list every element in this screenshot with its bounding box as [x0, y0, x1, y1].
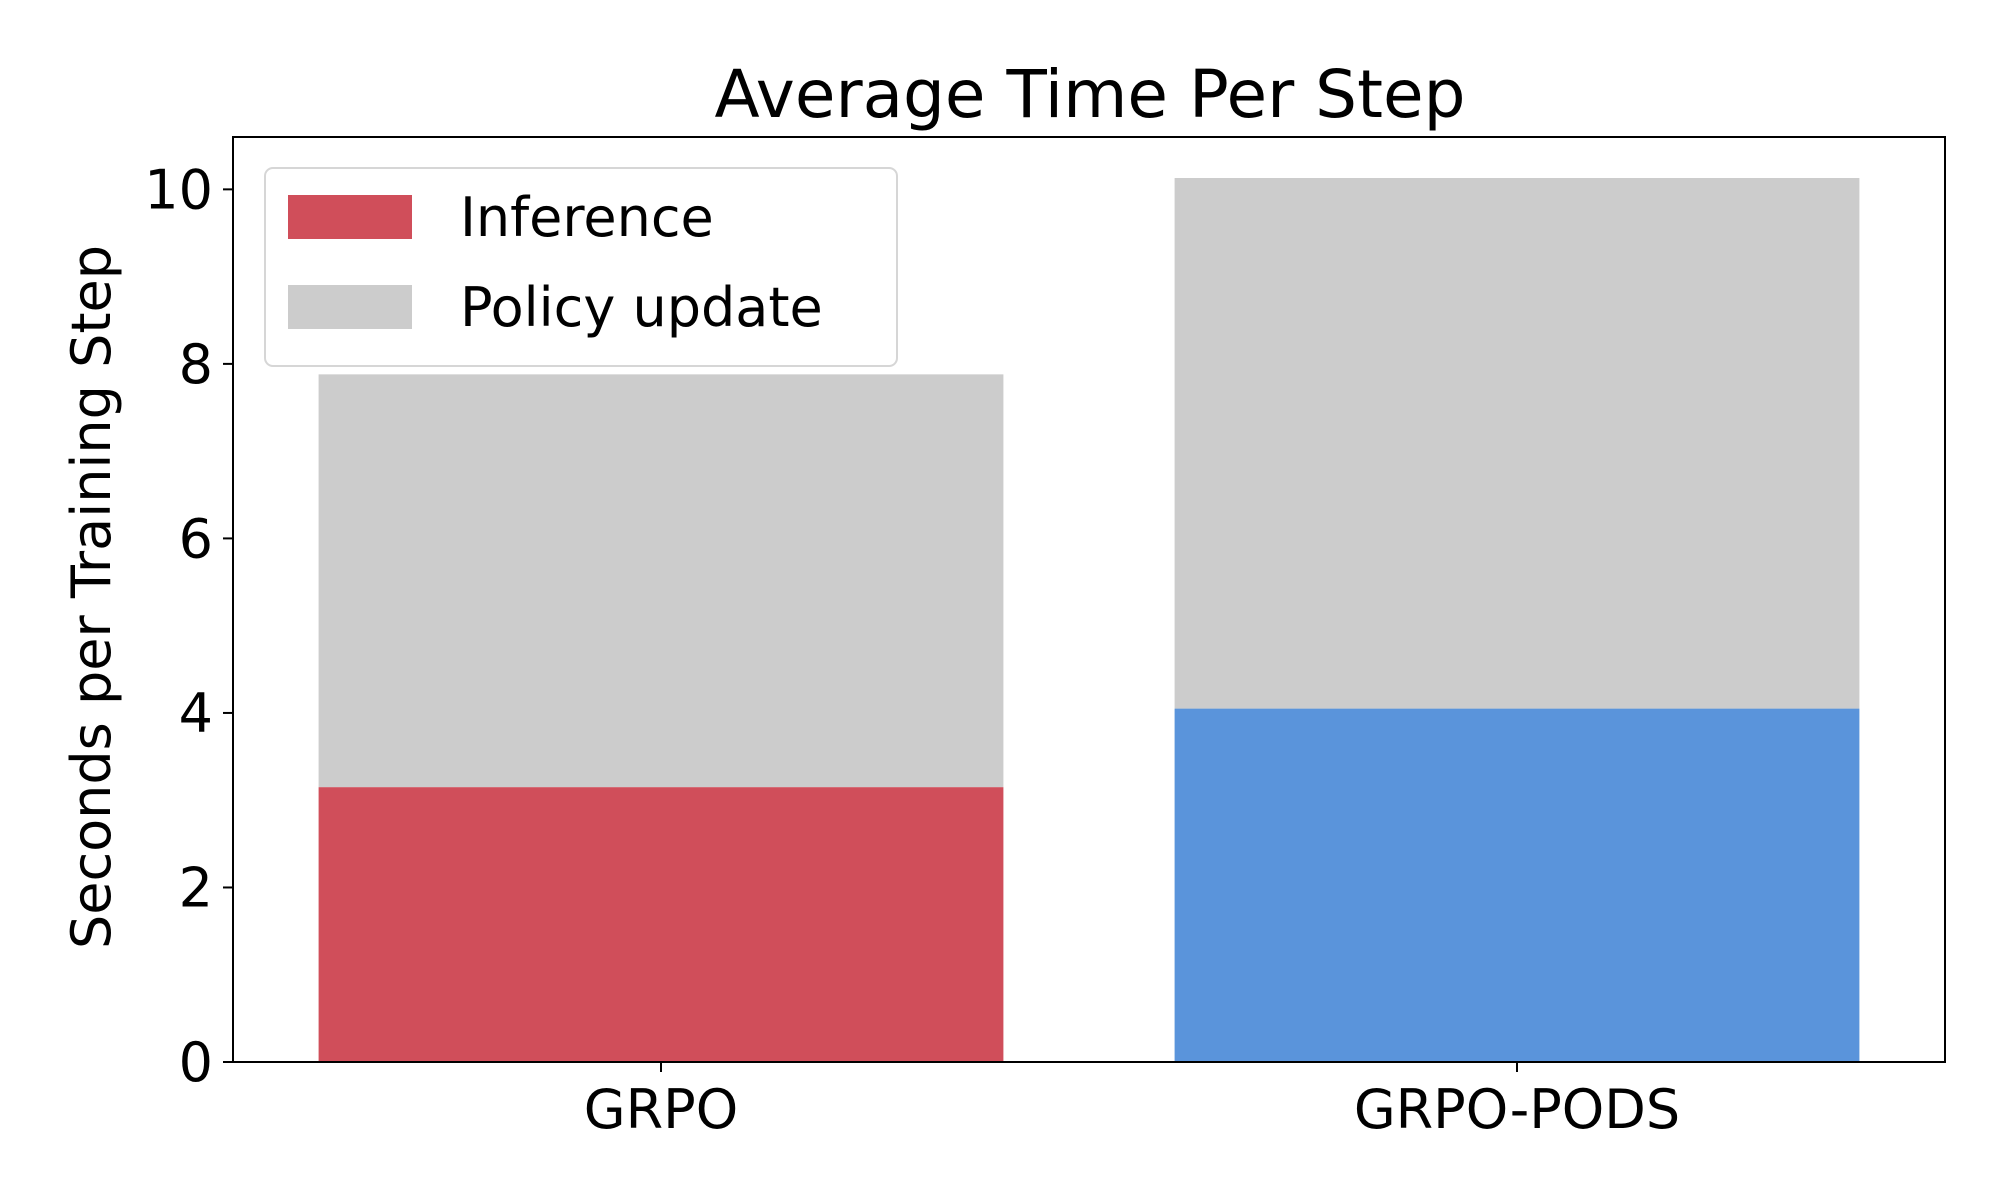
legend-label: Policy update: [460, 276, 823, 339]
legend: Inference Policy update: [264, 167, 898, 367]
legend-box: [264, 167, 898, 367]
plot-frame: [232, 136, 1946, 1063]
x-tick-label: GRPO: [584, 1078, 738, 1141]
plot-area: [318, 178, 1860, 1062]
chart-title: Average Time Per Step: [715, 56, 1466, 133]
legend-swatch-1: [288, 285, 412, 329]
bar-grpo-series-1: [318, 374, 1004, 788]
y-tick-label: 6: [179, 507, 213, 570]
legend-label: Inference: [460, 186, 714, 249]
y-axis-label: Seconds per Training Step: [60, 245, 123, 949]
y-tick-label: 0: [179, 1031, 213, 1094]
bar-grpo-series-0: [318, 787, 1004, 1062]
axes: GRPO GRPO-PODS 0 2 4 6 8 10: [144, 136, 1946, 1141]
legend-swatch-0: [288, 195, 412, 239]
bar-grpo-pods-series-1: [1174, 178, 1860, 709]
y-tick-label: 10: [144, 158, 213, 221]
bar-grpo-pods-series-0: [1174, 708, 1860, 1062]
y-tick-label: 4: [179, 682, 213, 745]
x-tick-label: GRPO-PODS: [1354, 1078, 1680, 1141]
y-tick-label: 8: [179, 333, 213, 396]
y-tick-label: 2: [179, 856, 213, 919]
